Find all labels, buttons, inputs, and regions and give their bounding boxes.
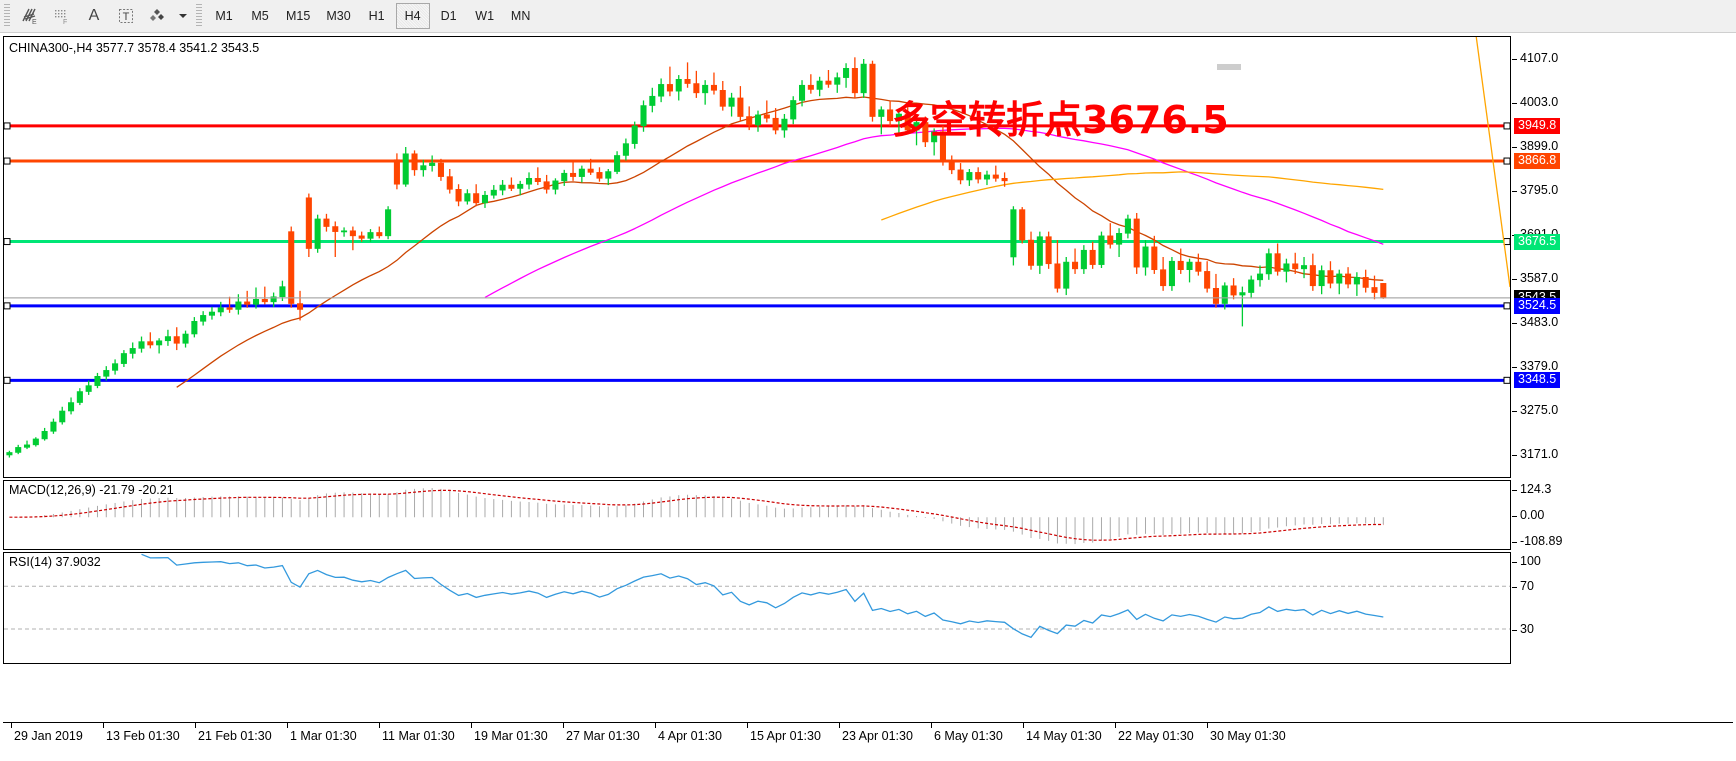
price-tick-label: 3275.0 [1520,403,1559,418]
time-tick-label: 29 Jan 2019 [14,729,83,743]
chart-toolbar: E F A [0,0,1736,33]
price-tick-label: 3899.0 [1520,139,1559,154]
time-tick-mark [931,723,932,728]
time-tick-mark [11,723,12,728]
indicators-glyph: E [22,8,37,26]
time-tick-mark [839,723,840,728]
price-plot [4,37,1510,477]
macd-tick-label: -108.89 [1520,534,1563,548]
macd-tick-label: 0.00 [1520,508,1545,522]
timeframe-w1[interactable]: W1 [475,9,495,23]
rsi-label: RSI(14) 37.9032 [9,555,101,569]
macd-svg [9,488,1384,545]
time-tick-label: 13 Feb 01:30 [106,729,180,743]
time-tick-label: 6 May 01:30 [934,729,1003,743]
text-tool-icon[interactable]: A [79,2,109,30]
label-tool-icon[interactable]: T [111,2,141,30]
time-tick-mark [1115,723,1116,728]
svg-text:F: F [63,19,67,26]
support-3524-5-badge[interactable]: 3524.5 [1514,297,1561,314]
time-tick-label: 30 May 01:30 [1210,729,1286,743]
indicators-icon[interactable]: E [15,2,45,30]
time-tick-label: 22 May 01:30 [1118,729,1194,743]
time-tick-label: 19 Mar 01:30 [474,729,548,743]
time-tick-mark [103,723,104,728]
chart-scroll-nub[interactable] [1217,64,1241,70]
time-tick-mark [287,723,288,728]
price-tick-label: 3795.0 [1520,183,1559,198]
time-tick-label: 21 Feb 01:30 [198,729,272,743]
timeframe-h1[interactable]: H1 [368,9,385,23]
price-scale[interactable]: 4107.04003.03899.03795.03691.03587.03483… [1512,36,1734,722]
time-axis[interactable]: 29 Jan 2019 13 Feb 01:30 21 Feb 01:30 1 Mar… [3,722,1733,752]
rsi-svg [4,553,1510,639]
time-tick-label: 11 Mar 01:30 [382,729,455,743]
grid-glyph: F [55,10,67,26]
timeframe-m5[interactable]: M5 [251,9,269,23]
rsi-plot [4,553,1510,663]
macd-tick-label: 124.3 [1520,482,1552,496]
timeframe-d1[interactable]: D1 [440,9,457,23]
price-tick-label: 3379.0 [1520,359,1559,374]
price-tick-label: 3171.0 [1520,447,1559,462]
price-panel[interactable]: CHINA300-,H4 3577.7 3578.4 3541.2 3543.5… [3,36,1511,478]
support-3348-5-badge[interactable]: 3348.5 [1514,372,1561,389]
time-tick-mark [471,723,472,728]
timeframe-group: M1 M5 M15 M30 H1 H4 D1 W1 MN [206,0,539,32]
objects-icon[interactable] [143,2,173,30]
timeframe-m1[interactable]: M1 [215,9,233,23]
pivot-annotation: 多空转折点3676.5 [892,98,1229,142]
svg-text:T: T [123,11,130,23]
time-tick-mark [1023,723,1024,728]
rsi-tick-label: 70 [1520,579,1534,594]
time-tick-label: 14 May 01:30 [1026,729,1102,743]
time-tick-label: 4 Apr 01:30 [658,729,722,743]
symbol-ohlc-label: CHINA300-,H4 3577.7 3578.4 3541.2 3543.5 [9,41,260,55]
label-tool-glyph: T [119,9,133,23]
time-tick-label: 27 Mar 01:30 [566,729,640,743]
macd-plot [4,481,1510,549]
macd-panel[interactable]: MACD(12,26,9) -21.79 -20.21 [3,480,1511,550]
rsi-panel[interactable]: RSI(14) 37.9032 [3,552,1511,664]
toolbar-drag-handle[interactable] [4,4,10,28]
chevron-down-icon[interactable] [175,2,191,30]
price-candlestick-svg [4,37,1510,458]
timeframe-m30[interactable]: M30 [326,9,351,23]
time-tick-label: 23 Apr 01:30 [842,729,913,743]
time-tick-mark [563,723,564,728]
resistance-3866-8-badge[interactable]: 3866.8 [1514,153,1561,170]
rsi-tick-label: 100 [1520,554,1541,568]
price-tick-label: 3483.0 [1520,315,1559,330]
time-tick-label: 1 Mar 01:30 [290,729,357,743]
time-tick-mark [747,723,748,728]
macd-label: MACD(12,26,9) -21.79 -20.21 [9,483,174,497]
price-tick-label: 4107.0 [1520,51,1559,66]
timeframe-drag-handle[interactable] [196,4,202,28]
timeframe-m15[interactable]: M15 [286,9,311,23]
text-tool-glyph: A [88,7,100,24]
timeframe-mn[interactable]: MN [510,9,531,23]
time-tick-mark [195,723,196,728]
objects-glyph [150,9,164,21]
svg-text:E: E [32,19,37,26]
resistance-3949-8-badge[interactable]: 3949.8 [1514,117,1561,134]
timeframe-h4[interactable]: H4 [395,3,430,29]
price-tick-label: 3587.0 [1520,271,1559,286]
chevron-down-glyph [179,14,187,18]
pivot-3676-5-badge[interactable]: 3676.5 [1514,233,1561,250]
time-tick-mark [379,723,380,728]
time-tick-label: 15 Apr 01:30 [750,729,821,743]
rsi-tick-label: 30 [1520,621,1534,636]
time-tick-mark [1207,723,1208,728]
chart-area: CHINA300-,H4 3577.7 3578.4 3541.2 3543.5… [3,36,1733,722]
time-tick-mark [655,723,656,728]
price-tick-label: 4003.0 [1520,95,1559,110]
tool-buttons-group: E F A [14,0,192,32]
grid-icon[interactable]: F [47,2,77,30]
